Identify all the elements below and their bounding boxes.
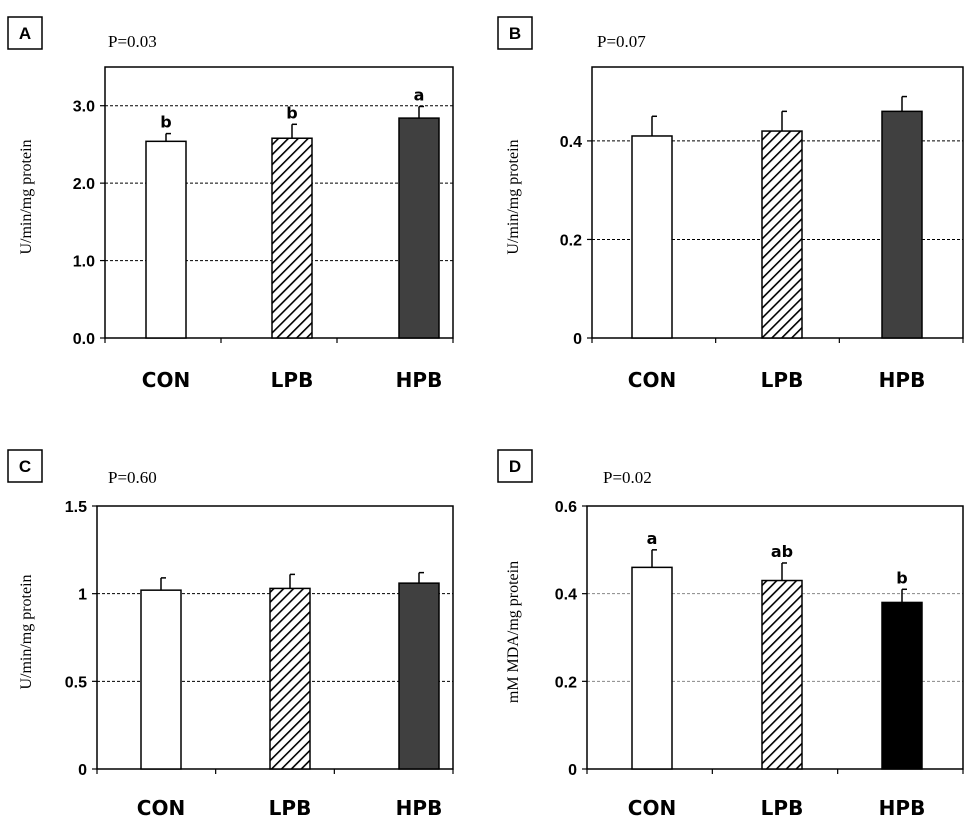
bar-hpb xyxy=(881,601,923,770)
y-axis-label: mM MDA/mg protein xyxy=(505,561,522,703)
bar-con xyxy=(631,566,673,770)
bar-con xyxy=(145,140,187,339)
x-tick-label: HPB xyxy=(396,368,443,392)
y-axis-label: U/min/mg protein xyxy=(18,139,35,254)
panel-letter: A xyxy=(19,24,31,43)
bar-lpb xyxy=(761,130,803,339)
x-tick-label: LPB xyxy=(271,368,314,392)
p-value: P=0.02 xyxy=(603,468,652,487)
panel-letter-box xyxy=(497,449,533,483)
panel-letter: C xyxy=(19,457,31,476)
bar-hpb xyxy=(398,117,440,339)
y-tick-label: 0.5 xyxy=(65,674,87,691)
significance-letter: b xyxy=(896,568,907,587)
y-tick-label: 0.4 xyxy=(555,587,577,604)
x-tick-label: HPB xyxy=(879,796,926,820)
y-tick-label: 0.2 xyxy=(555,674,577,691)
significance-letter: a xyxy=(647,529,658,548)
panel-c: C P=0.60 0 0.5 1 1.5 U/min/mg protein CON LPB HPB xyxy=(7,449,454,820)
panel-d: D P=0.02 0 0.2 0.4 0.6 mM MDA/mg protein a CON ab… xyxy=(497,449,964,820)
y-tick-label: 0.2 xyxy=(560,232,582,249)
y-tick-label: 1.5 xyxy=(65,499,87,516)
y-tick-label: 0 xyxy=(573,331,582,348)
y-tick-label: 1.0 xyxy=(73,254,95,271)
y-tick-label: 2.0 xyxy=(73,176,95,193)
significance-letter: b xyxy=(160,113,171,132)
y-tick-label: 0.0 xyxy=(73,331,95,348)
bar-lpb xyxy=(761,579,803,770)
y-axis-label: U/min/mg protein xyxy=(18,574,35,689)
panel-a: A P=0.03 0.0 1.0 2.0 3.0 U/min/mg protein b CON b… xyxy=(7,16,454,392)
x-tick-label: HPB xyxy=(396,796,443,820)
y-axis-label: U/min/mg protein xyxy=(505,139,522,254)
y-tick-label: 0.4 xyxy=(560,134,582,151)
bar-hpb xyxy=(881,110,923,339)
y-tick-label: 0.6 xyxy=(555,499,577,516)
significance-letter: ab xyxy=(771,542,793,561)
panel-letter-box xyxy=(7,16,43,50)
bar-con xyxy=(140,589,182,770)
bar-con xyxy=(631,135,673,339)
significance-letter: b xyxy=(286,103,297,122)
significance-letter: a xyxy=(414,85,425,104)
panel-letter-box xyxy=(7,449,43,483)
p-value: P=0.03 xyxy=(108,32,157,51)
x-tick-label: LPB xyxy=(269,796,312,820)
y-tick-label: 0 xyxy=(78,762,87,779)
y-tick-label: 3.0 xyxy=(73,99,95,116)
x-tick-label: LPB xyxy=(761,796,804,820)
x-tick-label: CON xyxy=(628,796,676,820)
y-tick-label: 0 xyxy=(568,762,577,779)
p-value: P=0.07 xyxy=(597,32,646,51)
p-value: P=0.60 xyxy=(108,468,157,487)
bar-lpb xyxy=(271,137,313,339)
x-tick-label: LPB xyxy=(761,368,804,392)
bar-lpb xyxy=(269,587,311,770)
panel-letter-box xyxy=(497,16,533,50)
x-tick-label: CON xyxy=(142,368,190,392)
y-tick-label: 1 xyxy=(78,587,87,604)
bar-hpb xyxy=(398,582,440,770)
x-tick-label: CON xyxy=(137,796,185,820)
panel-letter: D xyxy=(509,457,521,476)
x-tick-label: HPB xyxy=(879,368,926,392)
panel-b: B P=0.07 0 0.2 0.4 U/min/mg protein CON LPB HPB xyxy=(497,16,964,392)
panel-letter: B xyxy=(509,24,521,43)
x-tick-label: CON xyxy=(628,368,676,392)
